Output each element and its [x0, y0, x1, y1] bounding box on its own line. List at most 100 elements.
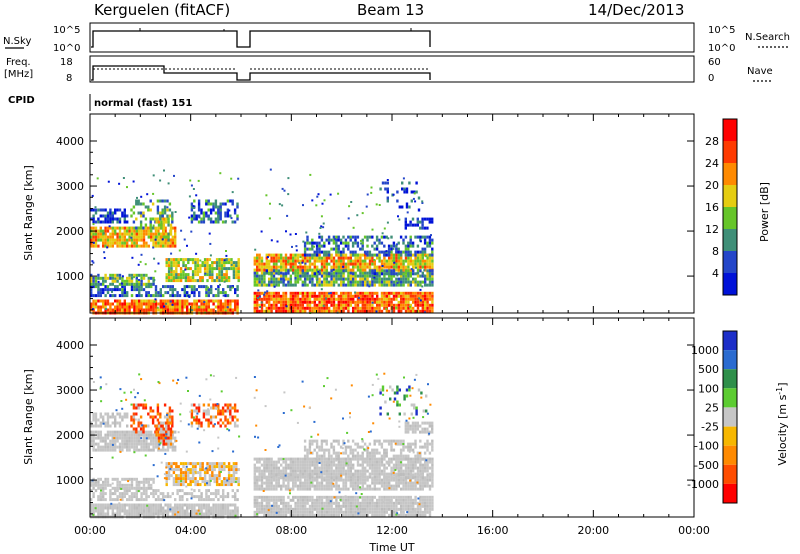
- power-cell: [340, 280, 343, 284]
- power-cell: [166, 299, 170, 303]
- power-cell: [287, 262, 290, 266]
- power-cell: [351, 250, 355, 254]
- power-cell: [234, 299, 237, 303]
- velocity-cell: [178, 506, 182, 510]
- velocity-cell: [366, 507, 369, 511]
- velocity-cell: [416, 478, 420, 482]
- power-cell: [219, 214, 222, 218]
- velocity-cell: [395, 478, 398, 482]
- power-cell: [292, 303, 295, 307]
- power-cell: [390, 303, 393, 307]
- power-cell: [385, 265, 388, 269]
- power-cell: [207, 214, 210, 218]
- velocity-cell: [325, 484, 328, 488]
- power-cell: [229, 302, 232, 306]
- velocity-cell: [229, 503, 232, 507]
- power-cell: [299, 291, 302, 295]
- power-cell: [392, 241, 396, 245]
- velocity-cell: [184, 477, 188, 481]
- velocity-cell: [275, 487, 278, 491]
- power-cell: [364, 280, 367, 284]
- power-cell: [392, 253, 396, 257]
- power-cell: [236, 217, 239, 221]
- velocity-cell: [126, 492, 129, 496]
- velocity-cell: [106, 509, 110, 513]
- velocity-cell: [419, 472, 422, 476]
- power-cell: [282, 303, 285, 307]
- velocity-cell: [260, 498, 264, 502]
- power-cell: [150, 299, 153, 303]
- velocity-cell: [177, 483, 180, 487]
- velocity-cell: [304, 457, 307, 461]
- velocity-cell: [397, 469, 400, 473]
- power-cell: [337, 269, 340, 273]
- power-cell: [169, 226, 173, 230]
- velocity-cell: [352, 498, 355, 502]
- power-cell: [146, 193, 149, 196]
- power-cell: [230, 258, 233, 262]
- velocity-cell: [106, 442, 110, 446]
- power-cell: [428, 259, 432, 263]
- velocity-cell: [412, 460, 415, 464]
- velocity-cell: [373, 469, 376, 473]
- power-cell: [258, 262, 261, 266]
- power-cell: [318, 247, 321, 251]
- velocity-cell: [222, 503, 225, 507]
- power-cell: [128, 282, 131, 286]
- power-cell: [304, 300, 307, 304]
- velocity-cell: [301, 466, 304, 470]
- velocity-cell: [428, 501, 432, 505]
- power-cell: [320, 303, 324, 307]
- power-cell: [400, 294, 403, 298]
- power-cell: [308, 253, 312, 257]
- velocity-cell: [371, 472, 374, 476]
- velocity-cell: [400, 495, 403, 499]
- power-cell: [217, 217, 220, 221]
- power-cell: [111, 235, 114, 239]
- power-cell: [431, 265, 434, 269]
- velocity-cell: [306, 498, 309, 502]
- power-cell: [139, 211, 143, 215]
- power-cell: [400, 297, 403, 301]
- velocity-cell: [150, 448, 153, 452]
- power-cell: [284, 291, 288, 295]
- power-cell: [296, 265, 300, 269]
- power-cell: [349, 280, 352, 284]
- velocity-cell: [147, 442, 150, 446]
- velocity-cell: [368, 475, 372, 479]
- power-cell: [145, 244, 148, 248]
- power-cell: [313, 253, 316, 257]
- power-cell: [296, 274, 300, 278]
- power-cell: [111, 279, 114, 283]
- power-cell: [203, 270, 207, 274]
- velocity-cell: [400, 501, 403, 505]
- power-cell: [320, 297, 324, 301]
- velocity-cell: [159, 448, 162, 452]
- velocity-cell: [347, 495, 350, 499]
- power-cell: [318, 280, 321, 284]
- power-cell: [419, 256, 422, 260]
- velocity-cell: [431, 507, 434, 511]
- power-cell: [311, 238, 314, 242]
- velocity-cell: [167, 477, 171, 481]
- velocity-cell: [171, 448, 174, 452]
- velocity-cell: [352, 504, 355, 508]
- power-cell: [393, 261, 396, 264]
- power-cell: [277, 277, 280, 281]
- power-cell: [258, 297, 261, 301]
- power-cell: [385, 235, 388, 239]
- power-cell: [140, 299, 143, 303]
- power-cell: [397, 215, 399, 218]
- power-cell: [414, 253, 417, 257]
- power-cell: [109, 226, 112, 230]
- power-cell: [194, 270, 197, 274]
- power-cell: [260, 256, 264, 260]
- power-cell: [404, 259, 408, 263]
- velocity-cell: [150, 509, 153, 513]
- power-cell: [352, 297, 355, 301]
- velocity-cell: [118, 436, 122, 440]
- velocity-cell: [90, 509, 93, 513]
- power-cell: [208, 267, 212, 271]
- velocity-cell: [284, 478, 288, 482]
- power-cell: [296, 309, 300, 313]
